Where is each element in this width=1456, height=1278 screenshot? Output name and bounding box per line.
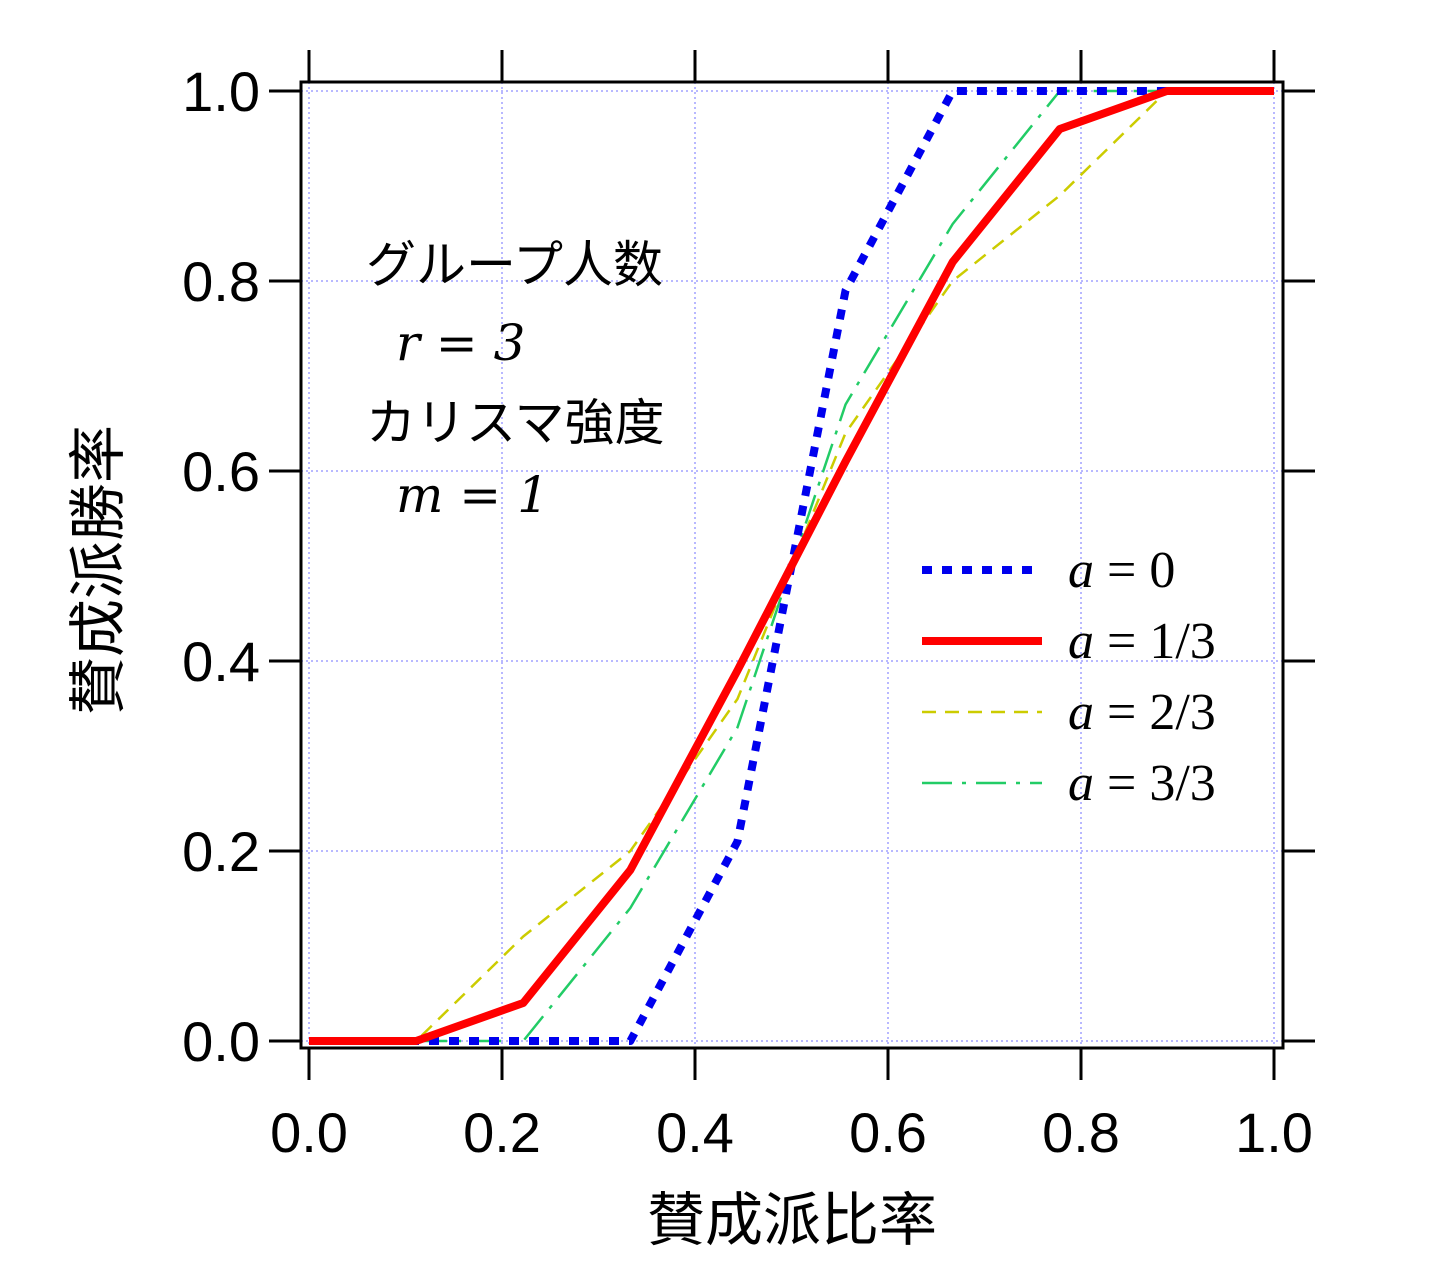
x-tick-label: 0.0 [270,1101,348,1164]
y-tick-label: 1.0 [182,60,260,123]
annotation-m-value: m = 1 [396,466,549,524]
x-tick-label: 0.2 [463,1101,541,1164]
legend-label: a = 0 [1068,542,1175,599]
legend-label: a = 3/3 [1068,755,1216,812]
y-tick-label: 0.0 [182,1010,260,1073]
x-axis-title: 賛成派比率 [647,1186,937,1254]
legend-label: a = 1/3 [1068,613,1216,670]
axis-ticks [269,50,1315,1080]
y-tick-label: 0.2 [182,820,260,883]
series-layer [309,87,1274,1045]
grid [301,82,1283,1048]
x-tick-label: 0.4 [656,1101,734,1164]
x-tick-label: 0.8 [1042,1101,1120,1164]
annotation-r-value: r = 3 [396,314,525,372]
annotation-block: グループ人数 r = 3 カリスマ強度 m = 1 [366,236,665,524]
y-tick-label: 0.8 [182,250,260,313]
annotation-charisma-label: カリスマ強度 [366,394,665,452]
y-tick-label: 0.6 [182,440,260,503]
legend: a = 0 a = 1/3 a = 2/3 a = 3/3 [922,542,1216,812]
series-line [309,87,1274,1045]
y-tick-label: 0.4 [182,630,260,693]
plot-frame [299,80,1285,1050]
tick-labels: 0.0 0.2 0.4 0.6 0.8 1.0 0.0 0.2 0.4 0.6 0.8 1.0 [182,60,1313,1164]
x-tick-label: 0.6 [849,1101,927,1164]
y-axis-title: 賛成派勝率 [64,425,132,715]
legend-label: a = 2/3 [1068,684,1216,741]
annotation-group-size-label: グループ人数 [366,236,663,294]
x-tick-label: 1.0 [1235,1101,1313,1164]
